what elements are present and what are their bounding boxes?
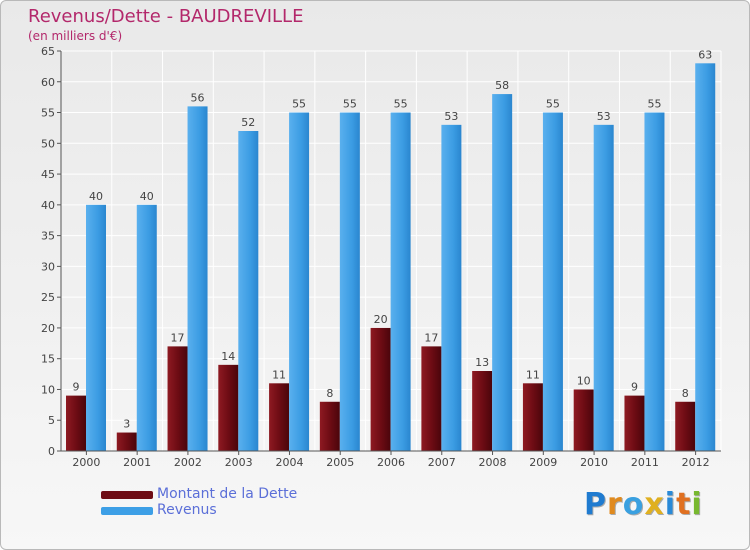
legend-swatch-revenus bbox=[101, 507, 153, 515]
data-label-dette: 11 bbox=[526, 368, 540, 381]
bar-revenus bbox=[644, 112, 665, 452]
y-tick-label: 35 bbox=[41, 230, 55, 243]
bar-dette bbox=[116, 432, 137, 451]
x-tick-label: 2008 bbox=[479, 456, 507, 469]
data-label-dette: 8 bbox=[682, 387, 689, 400]
x-tick-label: 2012 bbox=[682, 456, 710, 469]
y-axis: 0 5 10 15 20 25 30 35 40 45 50 55 60 65 bbox=[41, 45, 62, 458]
bar-dette bbox=[370, 327, 391, 451]
y-tick-label: 0 bbox=[48, 445, 55, 458]
bar-dette bbox=[218, 364, 239, 451]
x-tick-label: 2002 bbox=[174, 456, 202, 469]
y-tick-label: 40 bbox=[41, 199, 55, 212]
legend-swatch-debt bbox=[101, 491, 153, 499]
chart-title: Revenus/Dette - BAUDREVILLE bbox=[28, 6, 304, 27]
data-label-dette: 10 bbox=[577, 374, 591, 387]
data-label-dette: 11 bbox=[272, 368, 286, 381]
data-label-dette: 17 bbox=[171, 331, 185, 344]
data-label-dette: 17 bbox=[424, 331, 438, 344]
logo-letter: t bbox=[676, 487, 692, 522]
bar-revenus bbox=[695, 63, 716, 452]
data-label-revenus: 40 bbox=[89, 190, 103, 203]
bar-revenus bbox=[86, 204, 106, 451]
x-tick-label: 2006 bbox=[377, 456, 405, 469]
bar-dette bbox=[269, 383, 290, 451]
bar-dette bbox=[624, 395, 645, 451]
y-tick-label: 25 bbox=[41, 291, 55, 304]
data-label-dette: 9 bbox=[73, 381, 80, 394]
data-label-dette: 9 bbox=[631, 381, 638, 394]
bar-revenus bbox=[492, 94, 513, 452]
bar-dette bbox=[319, 401, 340, 451]
x-tick-label: 2004 bbox=[275, 456, 303, 469]
data-label-revenus: 55 bbox=[343, 98, 357, 111]
logo-letter: o bbox=[622, 487, 645, 522]
bar-dette bbox=[522, 383, 543, 451]
data-label-revenus: 63 bbox=[698, 48, 712, 61]
data-label-dette: 8 bbox=[326, 387, 333, 400]
data-label-dette: 20 bbox=[374, 313, 388, 326]
y-tick-label: 20 bbox=[41, 322, 55, 335]
y-tick-label: 60 bbox=[41, 76, 55, 89]
legend-label-revenus: Revenus bbox=[157, 502, 217, 518]
data-label-dette: 3 bbox=[123, 418, 130, 431]
bar-revenus bbox=[542, 112, 563, 452]
data-label-revenus: 55 bbox=[546, 98, 560, 111]
data-label-revenus: 55 bbox=[394, 98, 408, 111]
data-label-revenus: 40 bbox=[140, 190, 154, 203]
bar-revenus bbox=[289, 112, 310, 452]
proxiti-logo: Proxiti bbox=[584, 487, 703, 522]
y-tick-label: 15 bbox=[41, 353, 55, 366]
bar-dette bbox=[573, 389, 594, 451]
x-tick-label: 2007 bbox=[428, 456, 456, 469]
y-tick-label: 65 bbox=[41, 45, 55, 58]
bar-dette bbox=[167, 346, 188, 451]
y-tick-label: 5 bbox=[48, 414, 55, 427]
x-tick-label: 2003 bbox=[225, 456, 253, 469]
bar-dette bbox=[472, 371, 493, 451]
bar-revenus bbox=[136, 204, 157, 451]
bar-dette bbox=[66, 395, 86, 451]
bar-dette bbox=[675, 401, 696, 451]
logo-letter: i bbox=[691, 487, 703, 522]
x-tick-label: 2005 bbox=[326, 456, 354, 469]
logo-letter: P bbox=[584, 487, 607, 522]
logo-letter: x bbox=[644, 487, 665, 522]
data-label-revenus: 53 bbox=[444, 110, 458, 123]
bar-revenus bbox=[593, 124, 614, 451]
x-tick-label: 2010 bbox=[580, 456, 608, 469]
data-label-revenus: 52 bbox=[241, 116, 255, 129]
bar-revenus bbox=[238, 131, 259, 451]
x-tick-label: 2000 bbox=[72, 456, 100, 469]
data-label-revenus: 53 bbox=[597, 110, 611, 123]
bar-dette bbox=[421, 346, 442, 451]
legend-label-debt: Montant de la Dette bbox=[157, 486, 298, 502]
data-label-revenus: 58 bbox=[495, 79, 509, 92]
y-tick-label: 50 bbox=[41, 137, 55, 150]
data-label-revenus: 56 bbox=[191, 91, 205, 104]
chart-subtitle: (en milliers d'€) bbox=[28, 29, 123, 43]
bar-revenus bbox=[441, 124, 462, 451]
data-label-dette: 14 bbox=[221, 350, 235, 363]
x-tick-label: 2009 bbox=[529, 456, 557, 469]
bars: 9 40 3 40 17 56 14 52 11 55 8 55 20 55 17 53 13 58 11 55 10 5… bbox=[66, 48, 716, 452]
data-label-revenus: 55 bbox=[647, 98, 661, 111]
bar-revenus bbox=[187, 106, 208, 451]
data-label-revenus: 55 bbox=[292, 98, 306, 111]
y-tick-label: 45 bbox=[41, 168, 55, 181]
bar-revenus bbox=[339, 112, 360, 452]
y-tick-label: 10 bbox=[41, 383, 55, 396]
x-tick-label: 2001 bbox=[123, 456, 151, 469]
x-tick-label: 2011 bbox=[631, 456, 659, 469]
y-tick-label: 30 bbox=[41, 260, 55, 273]
y-tick-label: 55 bbox=[41, 107, 55, 120]
data-label-dette: 13 bbox=[475, 356, 489, 369]
logo-letter: r bbox=[607, 487, 623, 522]
logo-letter: i bbox=[664, 487, 677, 522]
bar-revenus bbox=[390, 112, 411, 452]
x-axis: 2000 2001 2002 2003 2004 2005 2006 2007 2008 2009… bbox=[61, 450, 721, 469]
